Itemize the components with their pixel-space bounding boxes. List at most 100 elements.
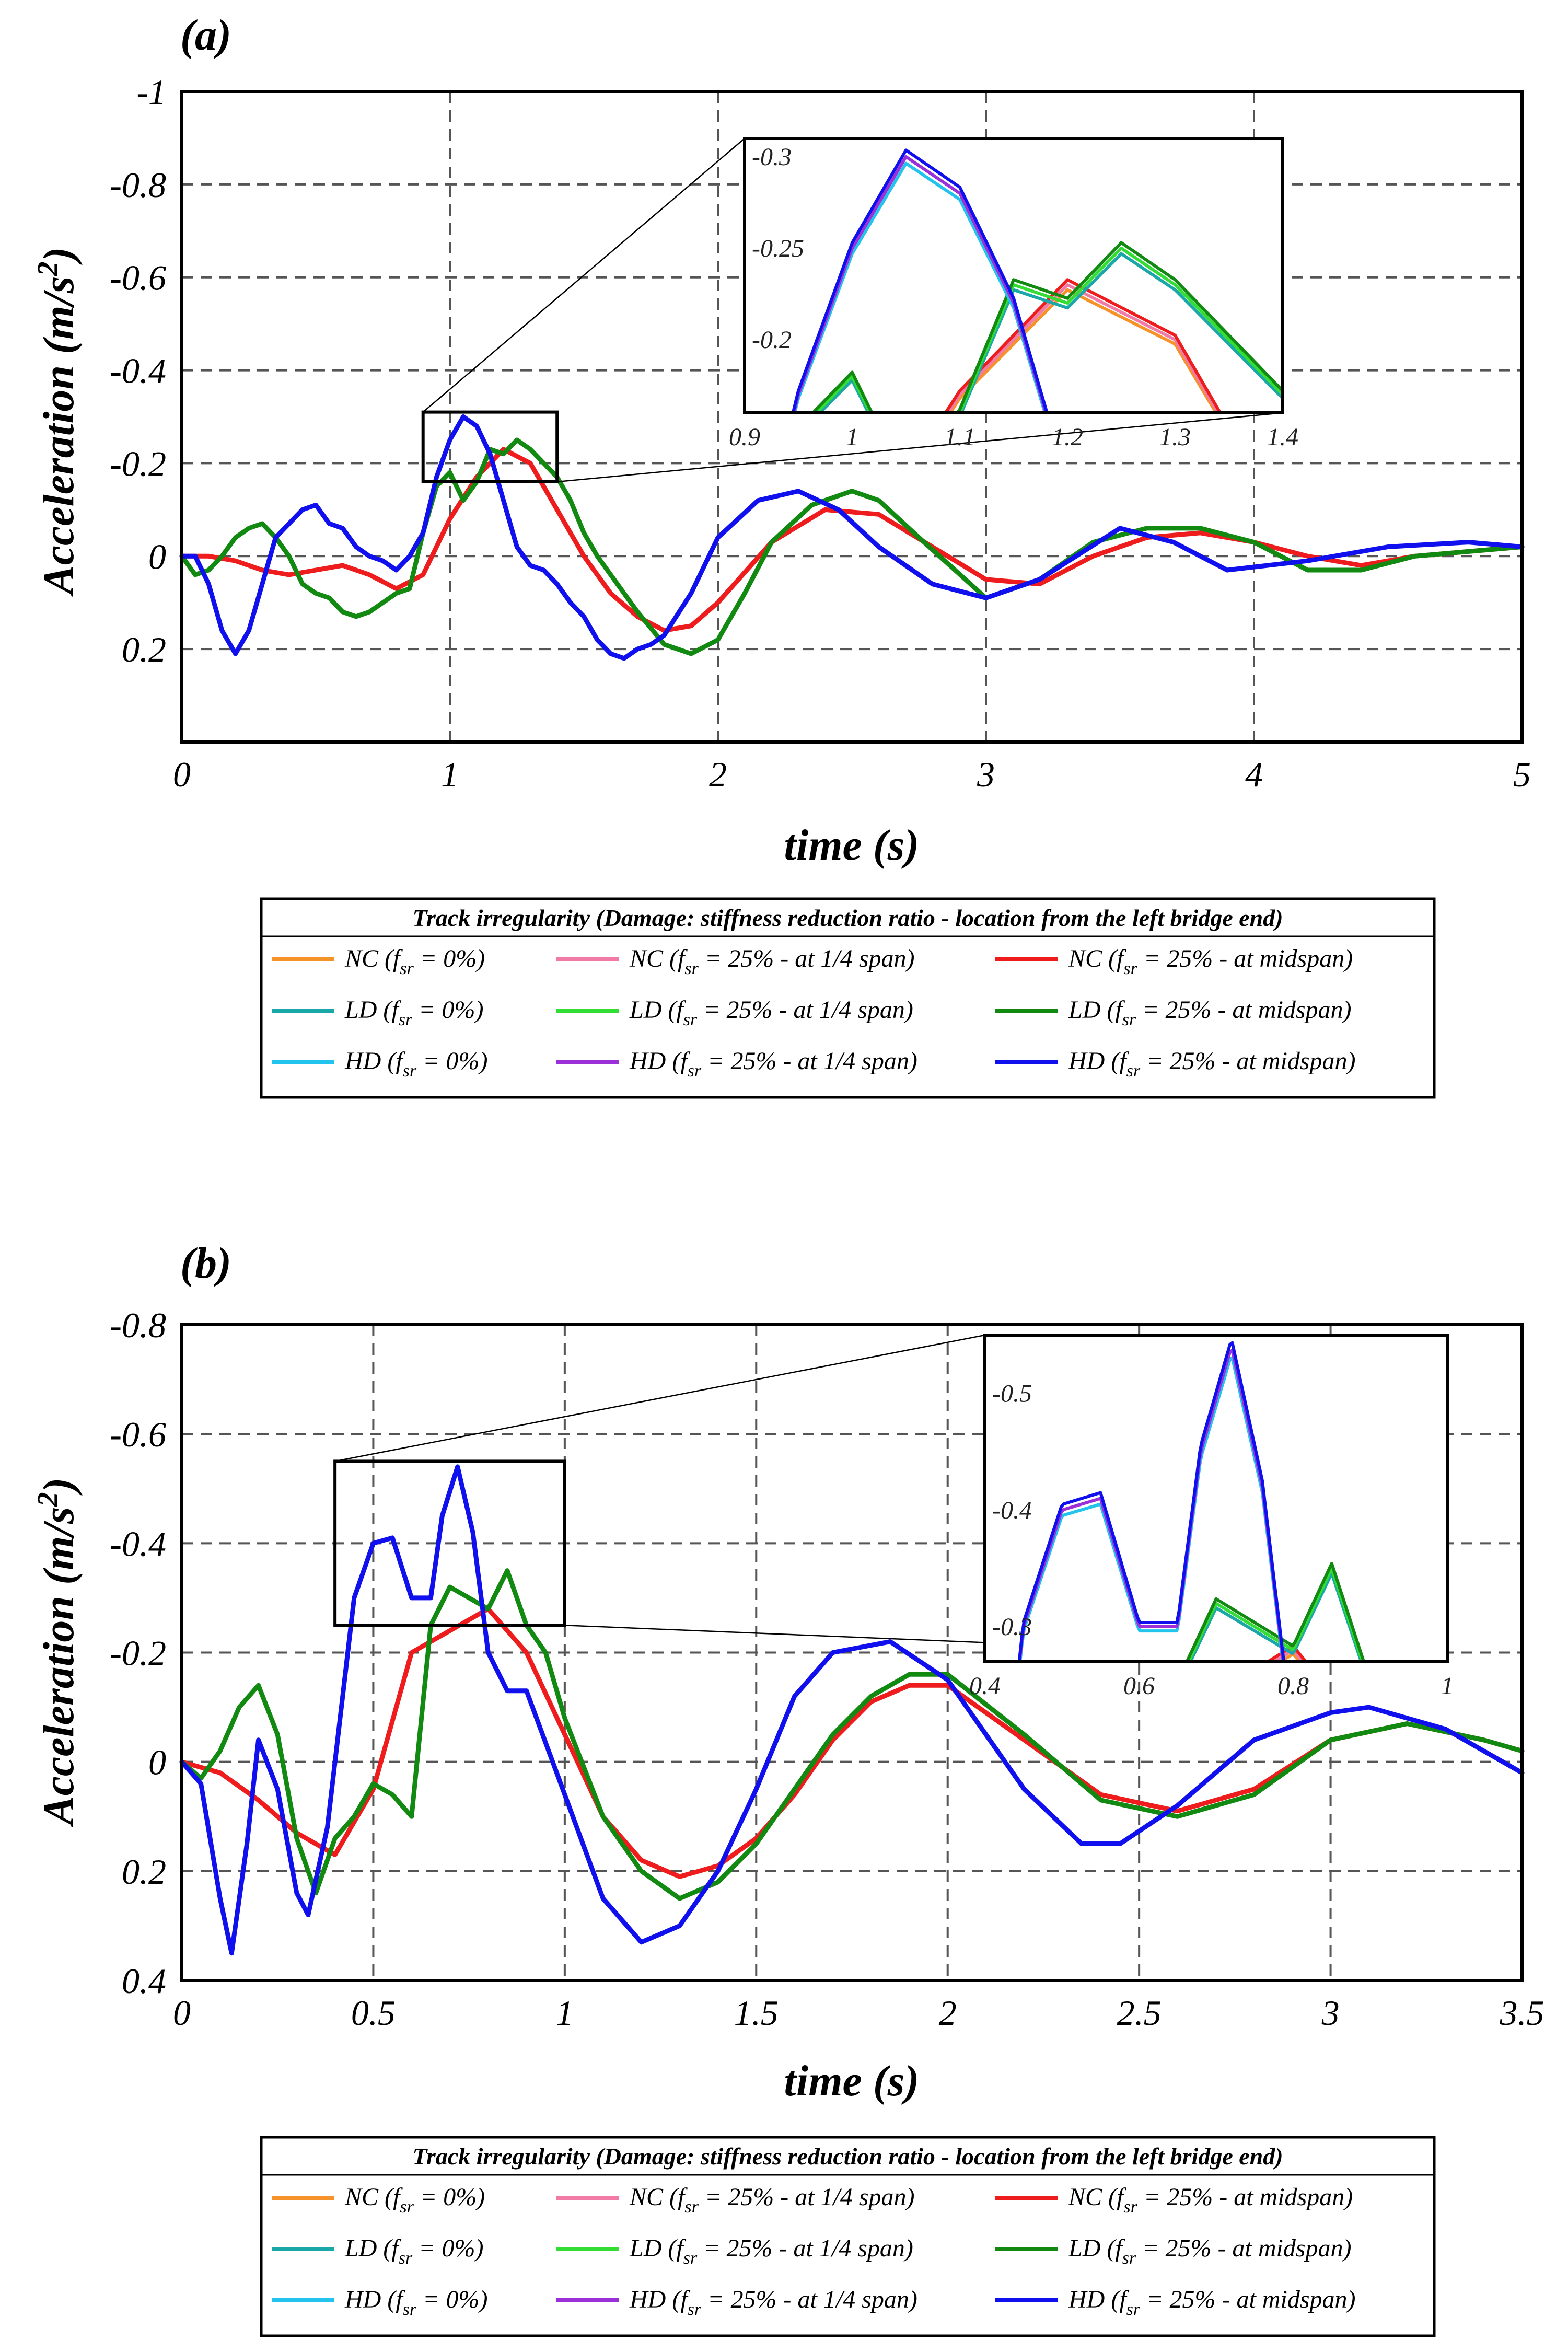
panel-a: (a) 0 1 2 3 4 5 -1 -0.8 -0.6 -0.4 -0.2 0 0.2 0.9 1 1.… xyxy=(32,11,1531,1099)
inset-series-line-ld xyxy=(1187,1567,1364,1662)
zoom-box xyxy=(333,1459,566,1627)
legend-box xyxy=(260,897,1436,1099)
zoom-connector xyxy=(422,138,745,413)
legend-title: Track irregularity (Damage: stiffness re… xyxy=(412,2143,1283,2170)
y-tick-label: 0.2 xyxy=(122,1852,166,1892)
y-tick-label: -0.6 xyxy=(110,1415,166,1454)
legend-item-label: HD (fsr = 25% - at 1/4 span) xyxy=(629,2286,917,2319)
panel-a-zoom-box xyxy=(421,138,1283,483)
panel-a-grid xyxy=(182,91,1522,742)
panel-a-inset: 0.9 1 1.1 1.2 1.3 1.4 -0.3 -0.25 -0.2 xyxy=(729,137,1298,451)
panel-b-inset: 0.4 0.6 0.8 1 -0.5 -0.4 -0.3 xyxy=(969,1334,1454,1700)
y-tick-label: -0.4 xyxy=(110,1524,166,1563)
inset-x-tick-label: 0.4 xyxy=(969,1672,1001,1700)
inset-series-line-ld xyxy=(1185,1562,1366,1662)
x-tick-label: 2.5 xyxy=(1117,1993,1162,2033)
series-line-ld xyxy=(179,437,1525,656)
panel-b: (b) 0 0.5 1 1.5 2 2.5 3 3.5 -0.8-0.6-0.4-0.200.… xyxy=(32,1239,1544,2337)
x-tick-label: 0 xyxy=(173,755,191,794)
x-tick-label: 5 xyxy=(1513,755,1531,794)
inset-x-tick-label: 1.4 xyxy=(1267,423,1298,451)
series-line-ld xyxy=(179,1568,1525,1901)
inset-x-tick-label: 1.1 xyxy=(944,423,975,451)
panel-b-x-ticks: 0 0.5 1 1.5 2 2.5 3 3.5 xyxy=(173,1993,1544,2033)
y-tick-label: 0 xyxy=(148,537,166,576)
inset-y-tick-label: -0.3 xyxy=(752,143,792,171)
series-line-nc xyxy=(179,447,1525,633)
series-line-hd xyxy=(179,414,1525,661)
panel-a-series xyxy=(179,414,1525,661)
y-tick-label: -0.6 xyxy=(110,258,166,298)
y-tick-label: 0.2 xyxy=(122,630,166,669)
panel-b-series xyxy=(179,1464,1525,1956)
inset-background xyxy=(745,138,1283,413)
y-tick-label: -0.8 xyxy=(110,165,166,205)
panel-b-x-axis-label: time (s) xyxy=(784,2057,920,2105)
panel-b-plot-frame xyxy=(180,1323,1524,1982)
inset-series-line-hd xyxy=(1017,1341,1286,1662)
panel-b-legend: Track irregularity (Damage: stiffness re… xyxy=(260,2136,1436,2337)
inset-series-line-hd xyxy=(1018,1356,1285,1662)
inset-series-line-ld xyxy=(1188,1571,1363,1662)
x-tick-label: 1 xyxy=(556,1993,574,2033)
y-tick-label: -1 xyxy=(136,72,166,112)
x-tick-label: 1 xyxy=(441,755,459,794)
panel-a-y-ticks: -1 -0.8 -0.6 -0.4 -0.2 0 0.2 xyxy=(110,72,166,669)
y-tick-label: 0 xyxy=(148,1743,166,1782)
x-tick-label: 0 xyxy=(173,1993,191,2033)
inset-frame xyxy=(983,1334,1449,1663)
panel-b-y-axis-label: Acceleration (m/s2) xyxy=(32,1478,83,1828)
inset-x-tick-label: 0.8 xyxy=(1277,1672,1309,1700)
inset-series-line-hd xyxy=(1018,1349,1285,1662)
inset-x-tick-label: 1.2 xyxy=(1052,423,1083,451)
x-tick-label: 3 xyxy=(977,755,995,794)
x-tick-label: 3.5 xyxy=(1500,1993,1544,2033)
panel-a-label: (a) xyxy=(180,11,231,60)
panel-a-x-ticks: 0 1 2 3 4 5 xyxy=(173,755,1531,794)
inset-y-tick-label: -0.25 xyxy=(752,235,804,262)
inset-series-line-hd xyxy=(791,148,1049,413)
inset-frame xyxy=(743,137,1284,414)
inset-series-line-ld xyxy=(810,241,1283,413)
panel-a-y-axis-label: Acceleration (m/s2) xyxy=(32,247,83,597)
legend-box xyxy=(260,2136,1436,2337)
x-tick-label: 2 xyxy=(939,1993,957,2033)
inset-y-tick-label: -0.3 xyxy=(992,1613,1032,1641)
inset-series-line-nc xyxy=(944,278,1222,413)
inset-x-tick-label: 0.6 xyxy=(1123,1672,1155,1700)
inset-x-tick-label: 1 xyxy=(1441,1672,1454,1700)
y-tick-label: -0.4 xyxy=(110,351,166,391)
y-tick-label: 0.4 xyxy=(122,1961,166,2001)
legend-item-label: HD (fsr = 25% - at midspan) xyxy=(1068,2286,1355,2319)
inset-series-line-ld xyxy=(814,247,1283,413)
inset-series-line-nc xyxy=(946,283,1220,413)
inset-series-line-nc xyxy=(948,288,1218,413)
x-tick-label: 2 xyxy=(709,755,727,794)
inset-y-tick-label: -0.5 xyxy=(992,1380,1032,1408)
inset-x-tick-label: 1.3 xyxy=(1159,423,1191,451)
inset-series-line-ld xyxy=(817,252,1283,413)
zoom-connector xyxy=(334,1334,985,1462)
inset-series xyxy=(791,148,1283,413)
inset-y-tick-label: -0.4 xyxy=(992,1497,1032,1524)
x-tick-label: 4 xyxy=(1245,755,1263,794)
inset-series xyxy=(1017,1341,1366,1662)
inset-x-tick-label: 0.9 xyxy=(729,423,760,451)
panel-b-y-ticks: -0.8 -0.6 -0.4 -0.2 0 0.2 0.4 xyxy=(110,1305,166,2001)
series-line-hd xyxy=(179,1464,1525,1956)
panel-a-legend: Track irregularity (Damage: stiffness re… xyxy=(260,897,1436,1099)
legend-title: Track irregularity (Damage: stiffness re… xyxy=(412,905,1283,931)
x-tick-label: 1.5 xyxy=(734,1993,779,2033)
inset-background xyxy=(985,1335,1447,1662)
x-tick-label: 3 xyxy=(1321,1993,1340,2033)
panel-a-x-axis-label: time (s) xyxy=(784,821,920,870)
panel-a-plot-frame xyxy=(180,90,1524,744)
inset-x-tick-label: 1 xyxy=(846,423,858,451)
y-tick-label: -0.8 xyxy=(110,1305,166,1345)
panel-b-label: (b) xyxy=(180,1239,231,1288)
zoom-box xyxy=(421,410,559,483)
inset-series-line-nc xyxy=(1264,1645,1308,1662)
inset-y-tick-label: -0.2 xyxy=(752,326,792,354)
zoom-connector xyxy=(557,412,1283,483)
